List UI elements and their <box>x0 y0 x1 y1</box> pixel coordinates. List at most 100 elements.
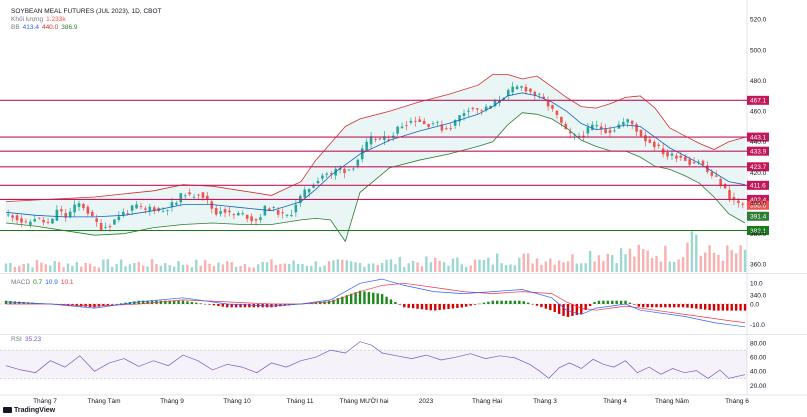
volume-bar <box>159 265 163 272</box>
volume-bar <box>296 263 300 272</box>
candle-body <box>228 210 231 213</box>
candle-body <box>219 211 222 214</box>
candle-body <box>316 181 320 184</box>
time-axis-label: Tháng Năm <box>655 398 689 405</box>
price-axis-tick: 520.0 <box>750 17 767 24</box>
volume-bar <box>699 255 702 272</box>
volume-bar <box>80 266 83 272</box>
bb-basis-value: 413.4 <box>22 24 39 31</box>
price-badge <box>747 200 769 210</box>
volume-bar <box>646 250 649 272</box>
price-axis-tick: 340.0 <box>750 292 767 299</box>
candle-body <box>741 203 745 205</box>
time-axis-label: Tháng 10 <box>223 398 251 405</box>
price-level-badge <box>747 162 769 172</box>
volume-bar <box>115 264 118 272</box>
volume-bar <box>633 256 636 272</box>
candle-body <box>201 192 205 198</box>
bb-upper-value: 440.0 <box>41 24 59 31</box>
macd-histogram-bar <box>177 300 180 304</box>
candle-body <box>325 173 329 175</box>
price-level-badge <box>747 146 769 156</box>
candle-body <box>15 215 19 221</box>
price-level-badge <box>747 225 769 235</box>
macd-histogram-bar <box>664 304 667 308</box>
candle-body <box>529 88 532 92</box>
volume-bar <box>345 260 348 272</box>
volume-bar <box>518 257 521 272</box>
macd-line-value: 10.9 <box>45 279 58 286</box>
macd-histogram-bar <box>615 300 618 304</box>
volume-bar <box>681 257 685 272</box>
rsi-axis-tick: 80.00 <box>750 340 767 347</box>
volume-bar <box>106 259 109 272</box>
volume-bar <box>743 249 747 272</box>
volume-bar <box>553 264 556 272</box>
volume-bar <box>425 256 428 272</box>
candle-body <box>152 207 156 211</box>
volume-bar <box>447 265 450 272</box>
volume-bar <box>133 263 136 272</box>
candle-body <box>192 196 196 198</box>
volume-bar <box>535 258 539 272</box>
macd-histogram-bar <box>4 300 8 304</box>
volume-bar <box>195 259 198 272</box>
candle-body <box>639 129 643 137</box>
candle-body <box>170 202 174 208</box>
macd-histogram-bar <box>721 304 725 311</box>
candle-body <box>272 207 276 208</box>
volume-bar <box>411 260 415 272</box>
candle-body <box>542 96 545 99</box>
candle-body <box>321 175 324 179</box>
macd-histogram-bar <box>584 304 587 310</box>
candle-body <box>352 168 355 170</box>
volume-bar <box>265 262 269 272</box>
candle-body <box>591 124 594 131</box>
volume-bar <box>721 260 725 272</box>
macd-histogram-bar <box>465 304 468 307</box>
candle-body <box>396 126 399 134</box>
volume-bar <box>628 248 632 272</box>
candle-body <box>46 221 50 223</box>
macd-histogram-bar <box>495 300 499 304</box>
candle-body <box>144 208 147 210</box>
main-legend: SOYBEAN MEAL FUTURES (JUL 2023), 1D, CBO… <box>11 8 165 32</box>
volume-bar <box>230 262 233 272</box>
candle-body <box>245 214 249 219</box>
volume-bar <box>730 250 733 272</box>
volume-bar <box>221 264 225 272</box>
volume-bar <box>177 261 180 272</box>
volume-bar <box>168 265 171 272</box>
price-level-badge-label: 467.1 <box>750 98 767 105</box>
rsi-axis-tick: 60.00 <box>750 355 767 362</box>
volume-bar <box>4 263 8 272</box>
volume-bar <box>93 266 96 272</box>
volume-bar <box>358 263 362 272</box>
macd-histogram-bar <box>270 304 273 308</box>
macd-histogram-bar <box>491 300 494 304</box>
candle-body <box>37 217 41 219</box>
volume-bar <box>495 253 499 272</box>
candle-body <box>383 136 386 140</box>
volume-bar <box>119 259 123 272</box>
candle-body <box>666 152 669 157</box>
volume-bar <box>606 253 610 272</box>
price-axis-tick: 380.0 <box>750 231 767 238</box>
price-level-badge-label: 443.1 <box>750 134 767 141</box>
candle-body <box>285 214 289 216</box>
volume-bar <box>571 254 574 272</box>
volume-bar <box>526 253 530 272</box>
volume-bar <box>544 261 548 272</box>
candle-body <box>449 128 453 129</box>
macd-histogram-bar <box>380 294 384 304</box>
candle-body <box>356 159 360 166</box>
volume-bar <box>509 264 512 272</box>
macd-histogram-bar <box>111 304 114 305</box>
candle-body <box>453 120 457 126</box>
candle-body <box>183 195 187 197</box>
macd-histogram-bar <box>628 302 632 304</box>
volume-bar <box>677 259 680 272</box>
price-level-badge-label: 423.7 <box>750 164 767 171</box>
macd-histogram-bar <box>557 304 561 314</box>
volume-bar <box>712 252 716 272</box>
